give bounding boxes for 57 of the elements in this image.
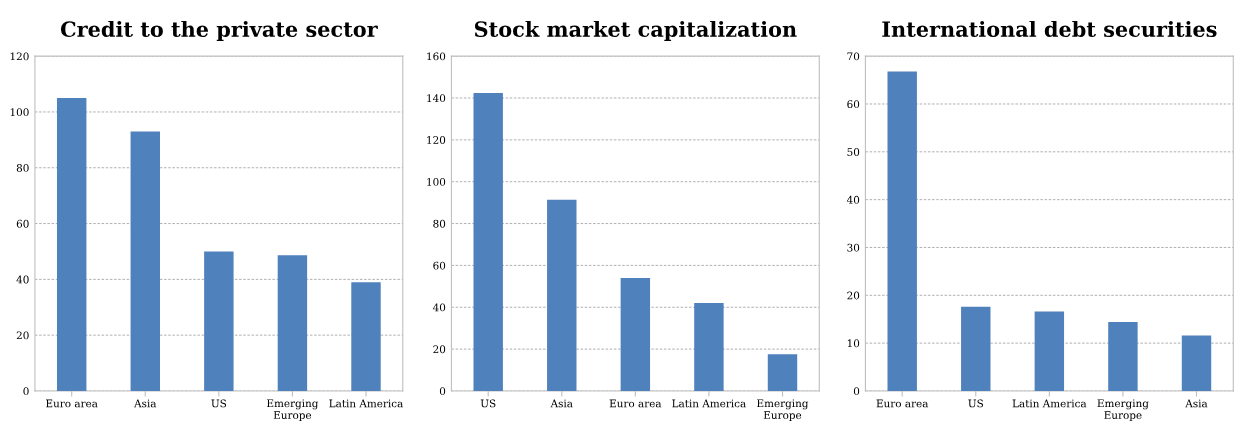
bar — [961, 306, 991, 391]
y-tick-label: 140 — [427, 94, 446, 103]
y-tick-label: 20 — [16, 331, 29, 340]
x-tick-label: Emerging Europe — [1097, 399, 1149, 422]
bar — [887, 71, 917, 391]
x-tick-label: Euro area — [46, 399, 98, 408]
bar — [767, 354, 798, 391]
y-tick-label: 120 — [10, 52, 29, 61]
bar — [694, 303, 724, 391]
x-tick-label: Emerging Europe — [266, 399, 319, 422]
y-tick-label: 50 — [847, 148, 860, 156]
x-tick-label: Latin America — [329, 399, 403, 408]
chart-title: Credit to the private sector — [60, 20, 378, 42]
y-tick-label: 60 — [433, 261, 446, 270]
y-tick-label: 80 — [433, 219, 446, 228]
y-tick-label: 10 — [847, 339, 860, 348]
x-tick-label: Emerging Europe — [757, 399, 809, 422]
bar — [351, 282, 381, 391]
y-tick-label: 100 — [10, 108, 29, 117]
x-tick-label: US — [211, 399, 227, 408]
bar — [130, 131, 160, 391]
y-tick-label: 20 — [433, 345, 446, 354]
y-tick-label: 80 — [16, 163, 29, 172]
y-tick-label: 30 — [847, 243, 860, 252]
chart-title: International debt securities — [882, 20, 1217, 38]
bar — [277, 255, 308, 391]
x-tick-label: Euro area — [876, 399, 929, 408]
bar — [473, 92, 503, 391]
bar — [1034, 311, 1065, 391]
bar — [56, 98, 87, 391]
x-tick-label: Euro area — [609, 399, 662, 408]
x-tick-label: Asia — [550, 399, 573, 408]
y-tick-label: 40 — [432, 303, 446, 312]
x-tick-label: US — [968, 399, 983, 408]
y-tick-label: 100 — [427, 177, 446, 186]
y-tick-label: 0 — [853, 387, 860, 396]
y-tick-label: 40 — [16, 275, 29, 284]
y-tick-label: 0 — [439, 387, 446, 396]
x-tick-label: Latin America — [1012, 399, 1087, 408]
y-tick-label: 40 — [846, 195, 860, 204]
bar — [1108, 322, 1138, 391]
bar — [1181, 335, 1212, 391]
chart-title: Stock market capitalization — [474, 20, 797, 42]
y-tick-label: 160 — [427, 52, 446, 61]
bar — [620, 277, 651, 391]
y-tick-label: 20 — [847, 291, 860, 300]
y-tick-label: 60 — [16, 219, 29, 228]
x-tick-label: US — [480, 399, 496, 408]
x-tick-label: Latin America — [672, 399, 746, 408]
y-tick-label: 120 — [427, 136, 446, 144]
bar — [204, 251, 234, 391]
x-tick-label: Asia — [134, 399, 157, 408]
y-tick-label: 60 — [847, 100, 860, 109]
bar — [547, 199, 577, 391]
y-tick-label: 0 — [23, 387, 29, 396]
y-tick-label: 70 — [847, 52, 860, 61]
x-tick-label: Asia — [1185, 399, 1208, 408]
